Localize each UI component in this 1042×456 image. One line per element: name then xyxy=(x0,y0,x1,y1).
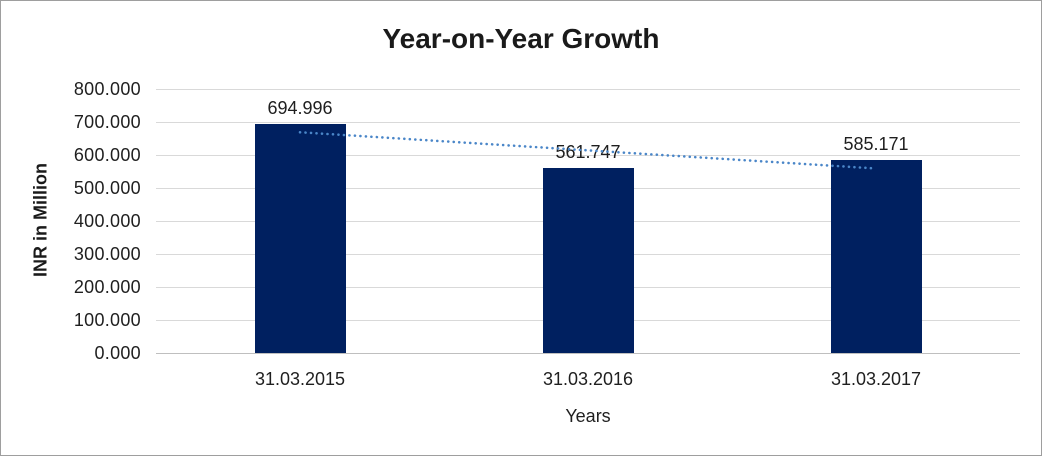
bar xyxy=(830,159,922,353)
x-category-label: 31.03.2017 xyxy=(830,369,922,389)
gridline xyxy=(156,155,1020,156)
y-tick-label: 400.000 xyxy=(73,211,141,231)
y-tick-label: 800.000 xyxy=(73,79,141,99)
bar xyxy=(254,123,346,353)
bar-data-label: 561.747 xyxy=(555,141,621,162)
x-axis-title: Years xyxy=(565,406,611,426)
x-category-label: 31.03.2016 xyxy=(542,369,634,389)
x-category-label: 31.03.2015 xyxy=(254,369,346,389)
y-tick-label: 600.000 xyxy=(73,145,141,165)
bar-data-label: 585.171 xyxy=(843,133,909,154)
y-tick-label: 200.000 xyxy=(73,277,141,297)
plot-area: 694.996 561.747 585.171 xyxy=(156,89,1020,354)
y-tick-label: 700.000 xyxy=(73,112,141,132)
y-tick-label: 0.000 xyxy=(94,343,141,363)
trendline xyxy=(298,130,878,170)
y-tick-label: 300.000 xyxy=(73,244,141,264)
gridline xyxy=(156,122,1020,123)
chart-title: Year-on-Year Growth xyxy=(382,23,660,54)
bar-data-label: 694.996 xyxy=(267,97,333,118)
trendline-layer xyxy=(298,130,878,170)
x-axis-line xyxy=(156,353,1020,354)
bar xyxy=(542,167,634,353)
gridline xyxy=(156,89,1020,90)
y-tick-label: 100.000 xyxy=(73,310,141,330)
y-tick-label: 500.000 xyxy=(73,178,141,198)
